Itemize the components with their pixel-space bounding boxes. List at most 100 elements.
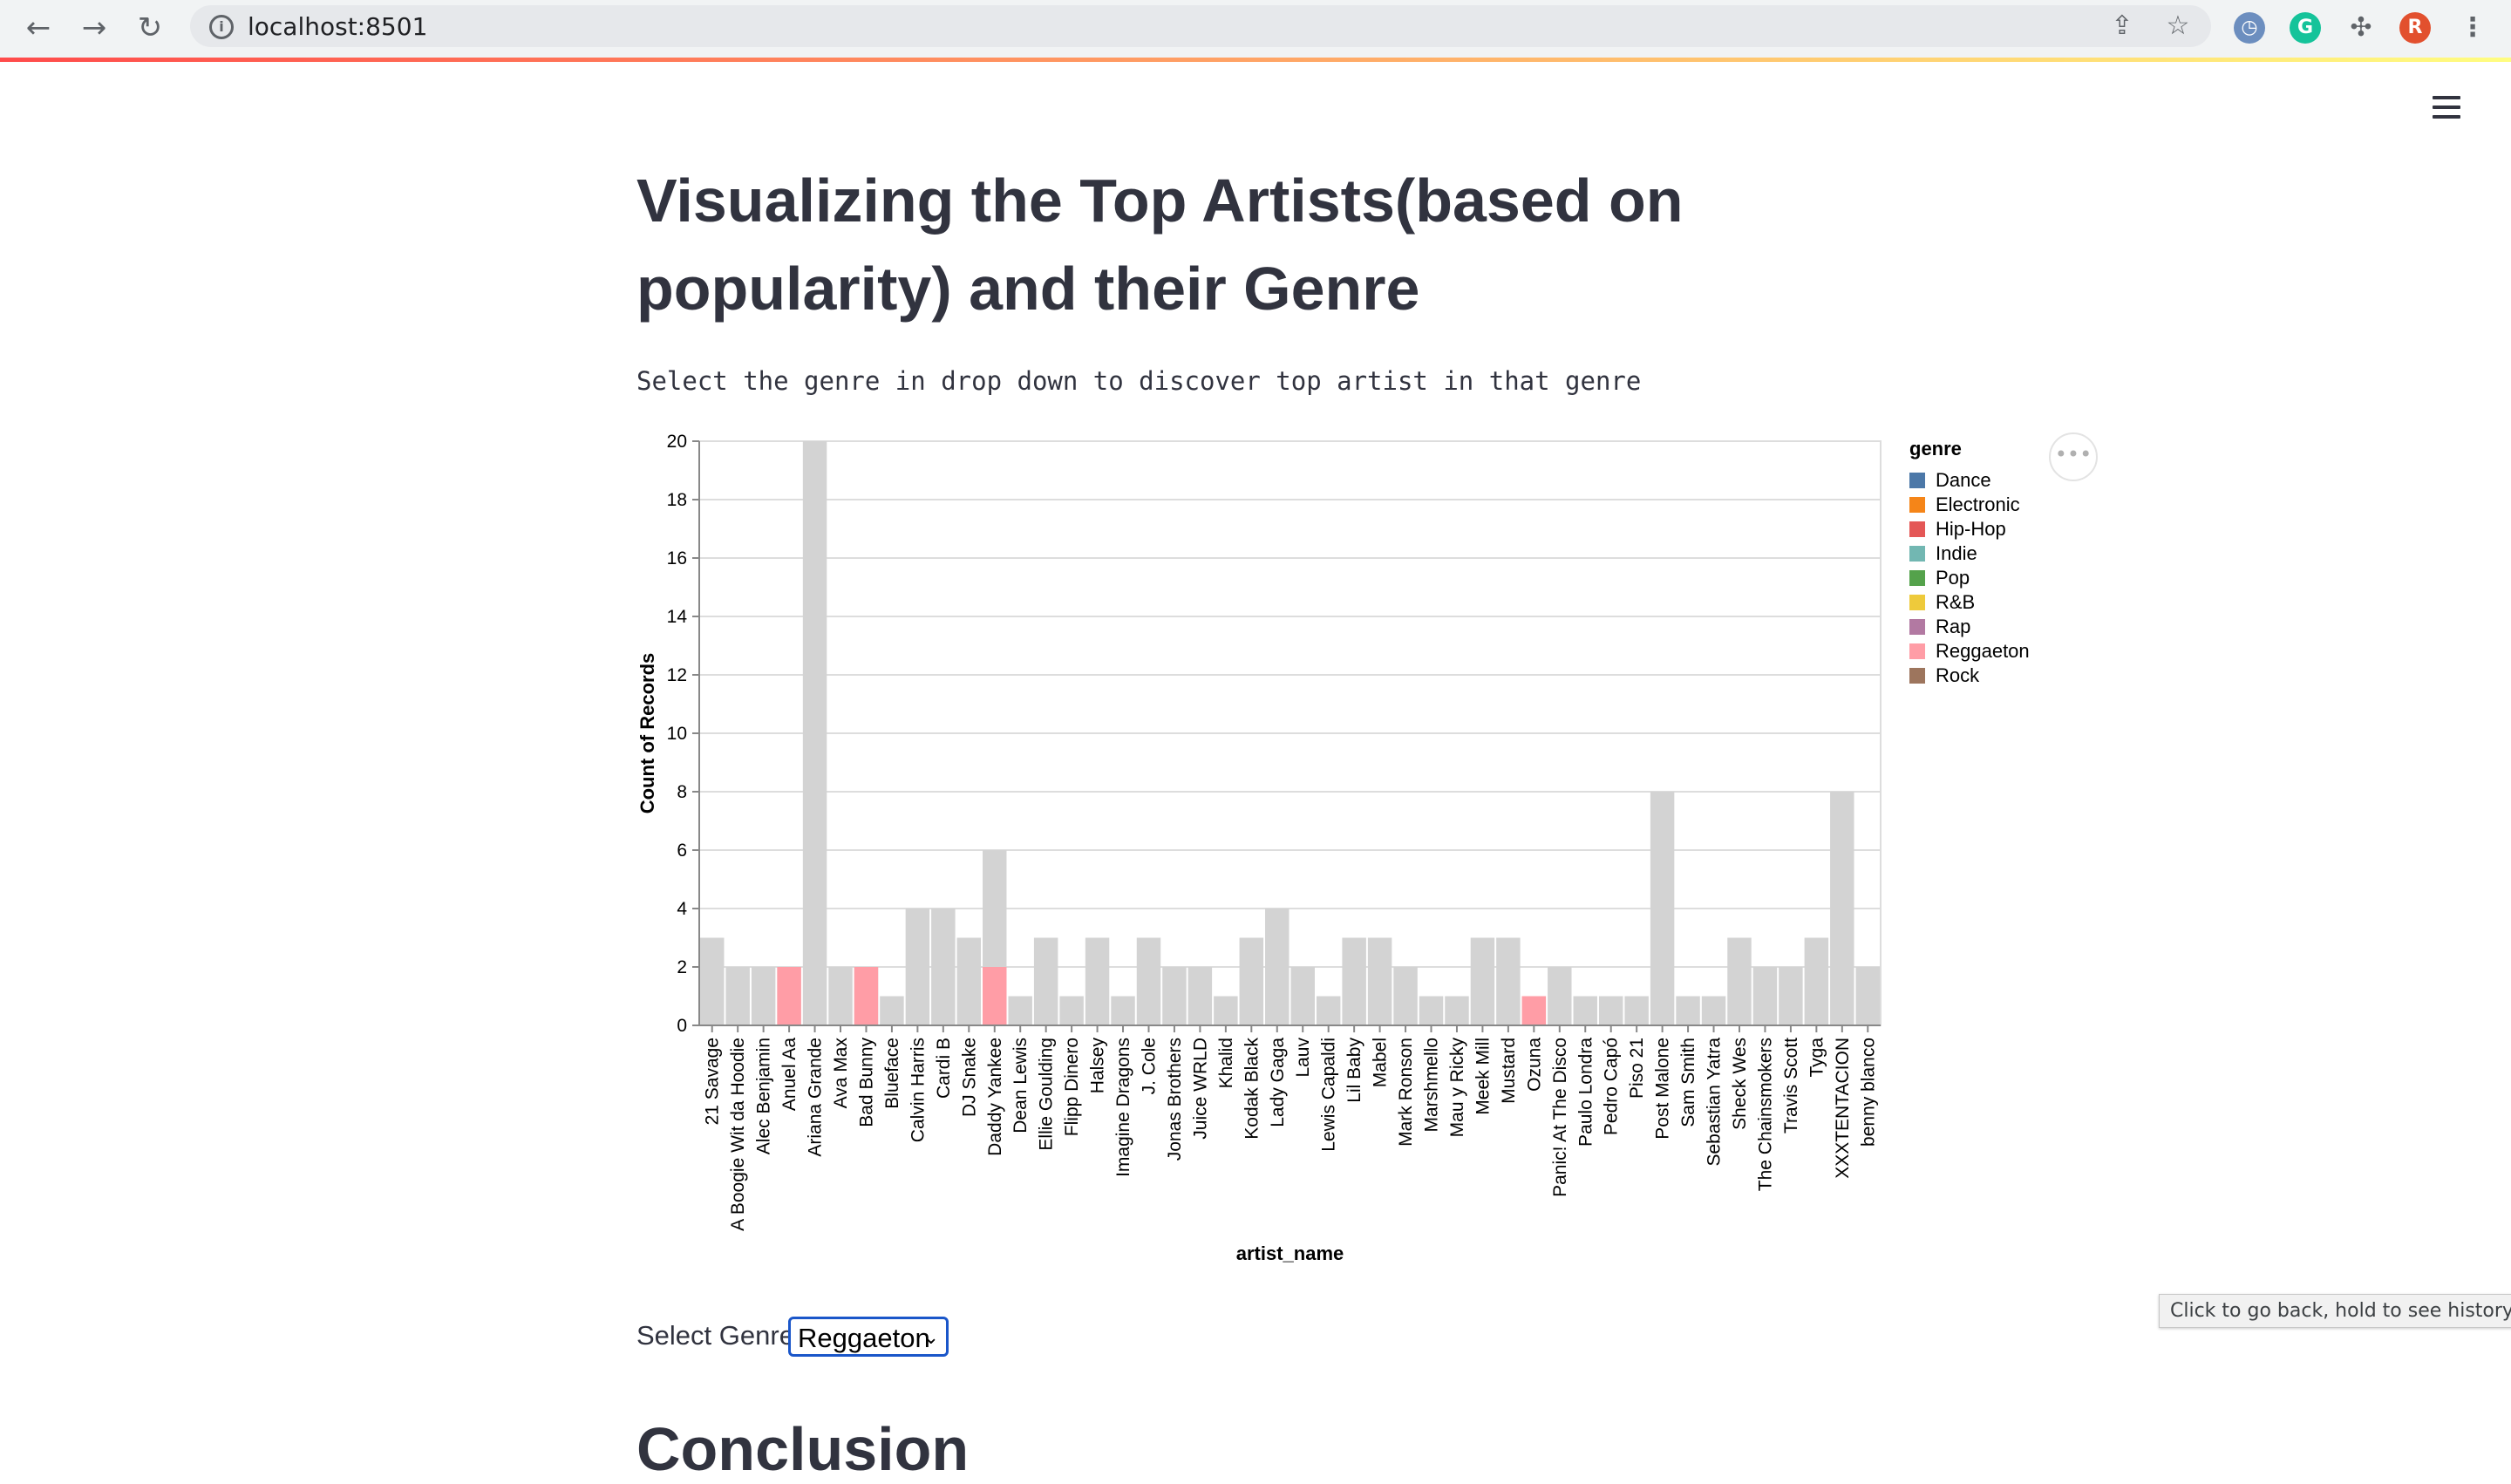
x-tick-label: Paulo Londra — [1575, 1038, 1596, 1147]
y-tick-label: 10 — [667, 724, 687, 744]
x-tick-label: Sheck Wes — [1730, 1038, 1750, 1130]
x-tick-label: Lauv — [1293, 1038, 1313, 1078]
bar — [751, 967, 776, 1025]
bar — [1676, 996, 1700, 1025]
x-tick-label: Post Malone — [1653, 1038, 1673, 1140]
x-tick-label: Ozuna — [1524, 1038, 1544, 1092]
legend-swatch — [1909, 546, 1925, 562]
legend-swatch — [1909, 497, 1925, 513]
bar — [1727, 937, 1752, 1025]
bar — [1008, 996, 1032, 1025]
bar — [1650, 792, 1675, 1025]
y-tick-label: 16 — [667, 548, 687, 568]
bar-highlight — [777, 967, 801, 1025]
bar — [1573, 996, 1597, 1025]
address-bar[interactable]: i localhost:8501 ⇪ ☆ — [190, 5, 2211, 47]
legend-label: Electronic — [1936, 494, 2020, 515]
bar — [1239, 937, 1264, 1025]
chart-axes: 0 2 4 6 8 10 12 14 16 18 20 21 Savage A Boogie Wit d… — [636, 432, 1881, 1264]
bar — [1111, 996, 1135, 1025]
y-tick-label: 0 — [677, 1016, 687, 1036]
x-tick-label: Travis Scott — [1781, 1038, 1801, 1133]
arrow-right-icon[interactable]: → — [81, 10, 107, 45]
legend-swatch — [1909, 570, 1925, 586]
page-title: Visualizing the Top Artists(based on pop… — [636, 167, 1684, 323]
bar — [1136, 937, 1161, 1025]
url-text[interactable]: localhost:8501 — [248, 12, 428, 41]
x-tick-label: Piso 21 — [1627, 1038, 1647, 1099]
back-button-tooltip: Click to go back, hold to see history — [2159, 1294, 2511, 1328]
share-icon[interactable]: ⇪ — [2111, 10, 2133, 41]
x-tick-label: Sebastian Yatra — [1705, 1038, 1725, 1167]
chart-grid — [698, 440, 1882, 1026]
reload-icon[interactable]: ↻ — [137, 10, 163, 45]
legend-label: R&B — [1936, 591, 1975, 613]
bar — [956, 937, 982, 1025]
genre-select[interactable]: Reggaeton ⌄ — [788, 1317, 949, 1357]
star-icon[interactable]: ☆ — [2166, 10, 2190, 41]
avatar[interactable]: R — [2399, 12, 2431, 44]
x-tick-label: Daddy Yankee — [985, 1038, 1005, 1156]
chevron-down-icon: ⌄ — [922, 1327, 939, 1349]
x-tick-label: Flipp Dinero — [1062, 1038, 1082, 1136]
bar — [1290, 967, 1315, 1025]
bar — [1830, 792, 1854, 1025]
x-tick-label: Juice WRLD — [1190, 1038, 1210, 1140]
legend-swatch — [1909, 595, 1925, 610]
y-tick-label: 8 — [677, 782, 687, 802]
x-tick-label: XXXTENTACION — [1833, 1038, 1853, 1179]
hamburger-icon[interactable] — [2433, 96, 2460, 120]
x-tick-label: DJ Snake — [959, 1038, 979, 1117]
x-axis-title: artist_name — [1236, 1242, 1344, 1264]
x-tick-label: Dean Lewis — [1011, 1038, 1031, 1133]
legend-swatch — [1909, 473, 1925, 488]
bar — [802, 441, 827, 1025]
x-tick-label: Calvin Harris — [908, 1038, 928, 1142]
bar — [1085, 937, 1110, 1025]
bar — [1779, 967, 1803, 1025]
bar — [725, 967, 750, 1025]
x-tick-label: Ava Max — [831, 1038, 851, 1109]
x-tick-label: Panic! At The Disco — [1550, 1038, 1570, 1197]
x-tick-label: Kodak Black — [1242, 1038, 1262, 1140]
bar — [1419, 996, 1444, 1025]
bar — [905, 909, 930, 1025]
x-tick-label: Alec Benjamin — [754, 1038, 774, 1154]
bar — [1496, 937, 1521, 1025]
arrow-left-icon[interactable]: ← — [25, 10, 51, 45]
bar — [1752, 967, 1778, 1025]
bar — [700, 937, 725, 1025]
y-tick-label: 20 — [667, 432, 687, 452]
y-tick-label: 12 — [667, 665, 687, 685]
kebab-icon[interactable]: ⋮ — [2460, 12, 2486, 43]
info-icon[interactable]: i — [209, 15, 234, 39]
bar — [1265, 909, 1290, 1025]
x-tick-label: Bad Bunny — [856, 1038, 876, 1127]
bar — [880, 996, 904, 1025]
ellipsis-icon[interactable]: ••• — [2049, 432, 2098, 481]
puzzle-icon[interactable]: ✣ — [2350, 12, 2372, 43]
bar — [1855, 967, 1880, 1025]
y-tick-label: 6 — [677, 841, 687, 861]
bar — [1470, 937, 1495, 1025]
x-tick-label: Meek Mill — [1473, 1038, 1493, 1115]
legend-label: Hip-Hop — [1936, 518, 2006, 540]
bar — [1548, 967, 1572, 1025]
bar-highlight — [854, 967, 879, 1025]
bar-highlight — [1521, 996, 1547, 1025]
x-tick-label: Tyga — [1807, 1038, 1827, 1078]
streamlit-decoration — [0, 58, 2511, 62]
grammarly-icon[interactable]: G — [2290, 12, 2321, 44]
legend-label: Dance — [1936, 469, 1991, 491]
x-tick-label: benny blanco — [1858, 1038, 1878, 1147]
legend-swatch — [1909, 619, 1925, 635]
legend-label: Reggaeton — [1936, 640, 2030, 662]
bar — [1367, 937, 1392, 1025]
bar — [1033, 937, 1058, 1025]
x-tick-label: Mau y Ricky — [1447, 1038, 1467, 1138]
chart-bars — [700, 441, 1880, 1025]
bar — [828, 967, 853, 1025]
x-tick-label: 21 Savage — [703, 1038, 723, 1125]
legend-title: genre — [1909, 438, 1962, 459]
extension-alarm-icon[interactable]: ◷ — [2234, 12, 2265, 44]
